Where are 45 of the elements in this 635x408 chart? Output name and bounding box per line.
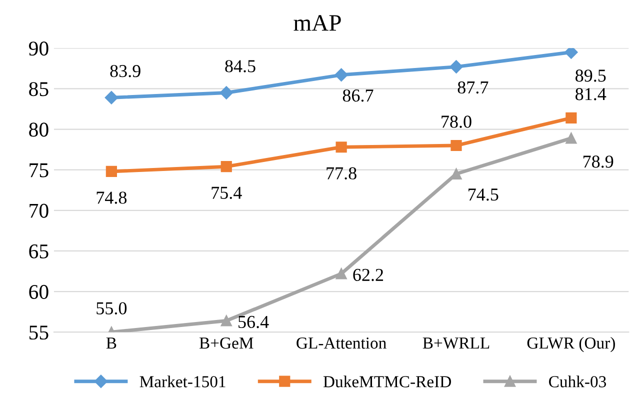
point — [566, 132, 577, 144]
legend-label: Market-1501 — [140, 376, 226, 388]
data-label: 77.8 — [326, 167, 356, 180]
point — [336, 142, 347, 153]
point — [336, 268, 347, 280]
y-tick-label: 85 — [29, 82, 48, 96]
point — [564, 48, 578, 59]
data-label: 81.4 — [576, 88, 606, 100]
data-label: 75.4 — [212, 186, 242, 199]
data-label: 87.7 — [458, 81, 488, 94]
point — [106, 166, 117, 178]
y-tick-label: 80 — [29, 122, 48, 137]
x-tick-label: B — [106, 338, 116, 349]
point — [220, 161, 232, 172]
data-label: 78.0 — [442, 116, 472, 128]
point — [450, 140, 462, 152]
y-tick-label: 75 — [30, 163, 48, 178]
data-label: 56.4 — [238, 316, 269, 328]
point — [104, 91, 118, 104]
y-tick-label: 90 — [28, 42, 48, 56]
point — [566, 112, 577, 124]
y-tick-label: 55 — [29, 326, 48, 340]
chart-title: mAP — [294, 15, 341, 31]
data-label: 62.2 — [353, 268, 384, 282]
x-tick-label: GL-Attention — [296, 338, 386, 349]
point — [450, 60, 463, 74]
x-tick-label: B+WRLL — [422, 338, 490, 349]
x-tick-label: B+GeM — [199, 338, 254, 349]
point — [220, 86, 233, 100]
data-label: 74.8 — [96, 192, 127, 204]
data-label: 86.7 — [342, 89, 374, 102]
data-label: 55.0 — [96, 302, 127, 314]
data-label: 74.5 — [468, 188, 498, 201]
y-tick-label: 60 — [29, 284, 48, 299]
data-label: 78.9 — [583, 156, 614, 168]
y-tick-label: 65 — [29, 244, 48, 258]
legend-label: DukeMTMC-ReID — [323, 376, 451, 388]
data-label: 89.5 — [576, 70, 606, 82]
y-tick-label: 70 — [30, 204, 48, 218]
data-label: 83.9 — [110, 64, 140, 78]
data-label: 84.5 — [225, 60, 256, 72]
point — [220, 315, 232, 326]
legend-label: Cuhk-03 — [549, 376, 606, 388]
x-tick-label: GLWR (Our) — [527, 336, 615, 352]
point — [334, 68, 348, 82]
